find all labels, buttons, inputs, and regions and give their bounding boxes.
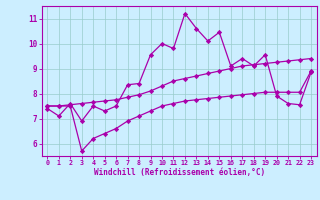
X-axis label: Windchill (Refroidissement éolien,°C): Windchill (Refroidissement éolien,°C)	[94, 168, 265, 177]
